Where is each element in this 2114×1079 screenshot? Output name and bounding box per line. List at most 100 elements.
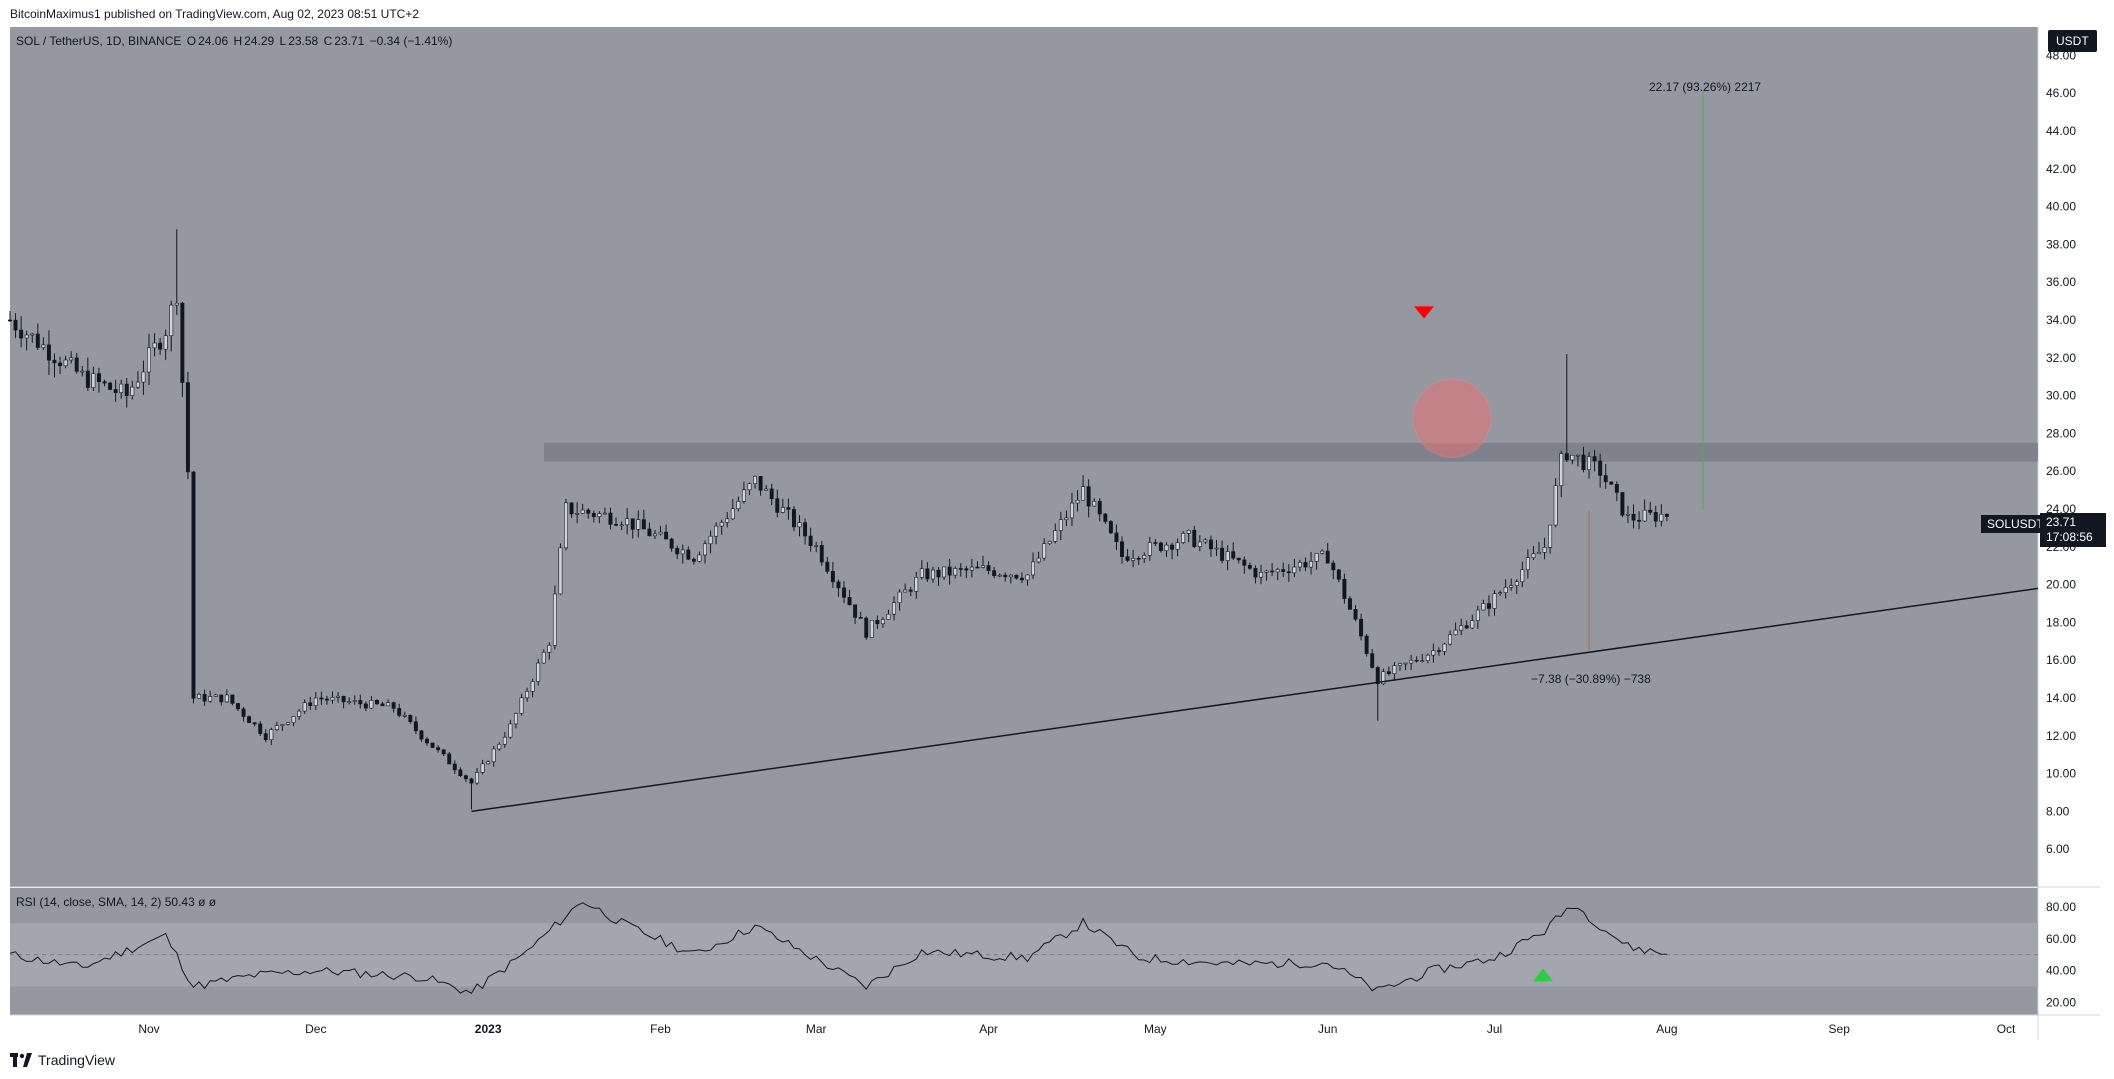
rsi-tick-label: 80.00 <box>2046 900 2076 914</box>
candle-body <box>1664 513 1669 517</box>
candle-body <box>1192 529 1197 547</box>
candle-body <box>163 335 168 350</box>
candle-body <box>947 566 952 576</box>
candle-body <box>1442 643 1447 652</box>
rsi-value: 50.43 <box>164 895 195 909</box>
candle-body <box>936 569 941 578</box>
candle-body <box>1147 542 1152 556</box>
candle-body <box>614 524 619 526</box>
candle-body <box>35 333 40 348</box>
candle-body <box>1370 653 1375 668</box>
candle-body <box>1414 659 1419 662</box>
candle-body <box>942 566 947 578</box>
price-tick-label: 12.00 <box>2046 729 2076 743</box>
candle-body <box>1631 513 1636 521</box>
rsi-tick-label: 20.00 <box>2046 995 2076 1009</box>
candle-body <box>1103 513 1108 522</box>
candle-body <box>358 700 363 705</box>
time-tick-label: Dec <box>305 1022 326 1036</box>
down-arrow-icon <box>1414 306 1434 319</box>
legend-l-value: 23.58 <box>288 34 319 48</box>
candle-body <box>1320 550 1325 554</box>
candle-body <box>992 570 997 576</box>
candle-body <box>1642 509 1647 522</box>
candle-body <box>747 483 752 491</box>
candle-body <box>219 694 224 703</box>
candle-body <box>1598 460 1603 476</box>
candle-body <box>1653 512 1658 522</box>
footer-brand[interactable]: TradingView <box>10 1052 115 1068</box>
candle-body <box>1014 574 1019 579</box>
candle-body <box>864 617 869 638</box>
rsi-series-line <box>9 902 1667 994</box>
legend-change: −0.34 (−1.41%) <box>369 34 453 48</box>
candle-body <box>969 566 974 571</box>
candle-body <box>1336 569 1341 580</box>
candle-body <box>808 535 813 546</box>
time-tick-label: Feb <box>650 1022 671 1036</box>
candle-body <box>525 691 530 699</box>
candle-body <box>1042 543 1047 559</box>
candle-body <box>764 488 769 491</box>
candle-body <box>302 702 307 712</box>
rejection-circle <box>1412 378 1492 458</box>
rsi-line <box>9 902 1667 994</box>
candle-body <box>1247 565 1252 569</box>
candle-body <box>58 362 63 367</box>
price-ticks: 6.008.0010.0012.0014.0016.0018.0020.0022… <box>2046 48 2076 856</box>
candle-body <box>1064 517 1069 520</box>
candle-body <box>1659 513 1664 522</box>
candle-body <box>836 581 841 589</box>
candle-body <box>536 662 541 682</box>
candle-body <box>758 475 763 491</box>
measure-up-label: 22.17 (93.26%) 2217 <box>1649 80 1762 94</box>
up-arrow-icon <box>1533 968 1553 982</box>
candle-body <box>447 753 452 765</box>
support-trendline <box>471 587 2039 813</box>
candle-body <box>269 729 274 740</box>
candle-body <box>1114 532 1119 543</box>
candle-body <box>1431 650 1436 656</box>
candle-body <box>558 547 563 595</box>
candle-body <box>1347 598 1352 610</box>
candle-body <box>1309 561 1314 568</box>
legend-h-value: 24.29 <box>244 34 275 48</box>
candle-body <box>1553 485 1558 526</box>
candle-body <box>436 747 441 751</box>
candle-body <box>41 344 46 348</box>
candle-body <box>235 703 240 710</box>
candle-body <box>30 333 35 336</box>
candle-body <box>441 749 446 755</box>
candle-body <box>1003 574 1008 578</box>
candle-body <box>469 778 474 784</box>
candle-body <box>1214 547 1219 550</box>
candle-body <box>664 531 669 540</box>
candle-body <box>1181 533 1186 543</box>
legend-o-label: O <box>186 34 197 48</box>
candle-body <box>602 512 607 515</box>
candle-body <box>108 382 113 390</box>
candle-body <box>1075 499 1080 504</box>
currency-button[interactable]: USDT <box>2048 30 2097 52</box>
candle-body <box>541 651 546 664</box>
candle-body <box>1120 541 1124 557</box>
candle-body <box>1620 492 1625 516</box>
price-tick-label: 14.00 <box>2046 691 2076 705</box>
overlays <box>471 89 2039 813</box>
candle-body <box>80 370 85 373</box>
time-ticks: NovDec2023FebMarAprMayJunJulAugSepOctNov <box>138 1022 2016 1036</box>
price-tick-label: 32.00 <box>2046 351 2076 365</box>
candle-body <box>775 498 780 513</box>
candle-body <box>1331 562 1336 571</box>
candle-body <box>958 568 963 570</box>
candle-body <box>908 589 913 592</box>
price-tick-label: 10.00 <box>2046 767 2076 781</box>
candle-body <box>224 694 229 703</box>
candles <box>8 229 1669 810</box>
candle-body <box>897 591 902 603</box>
candle-body <box>1531 553 1536 559</box>
time-tick-label: Nov <box>138 1022 159 1036</box>
measure-down-label: −7.38 (−30.89%) −738 <box>1531 672 1651 686</box>
candle-body <box>519 697 524 714</box>
